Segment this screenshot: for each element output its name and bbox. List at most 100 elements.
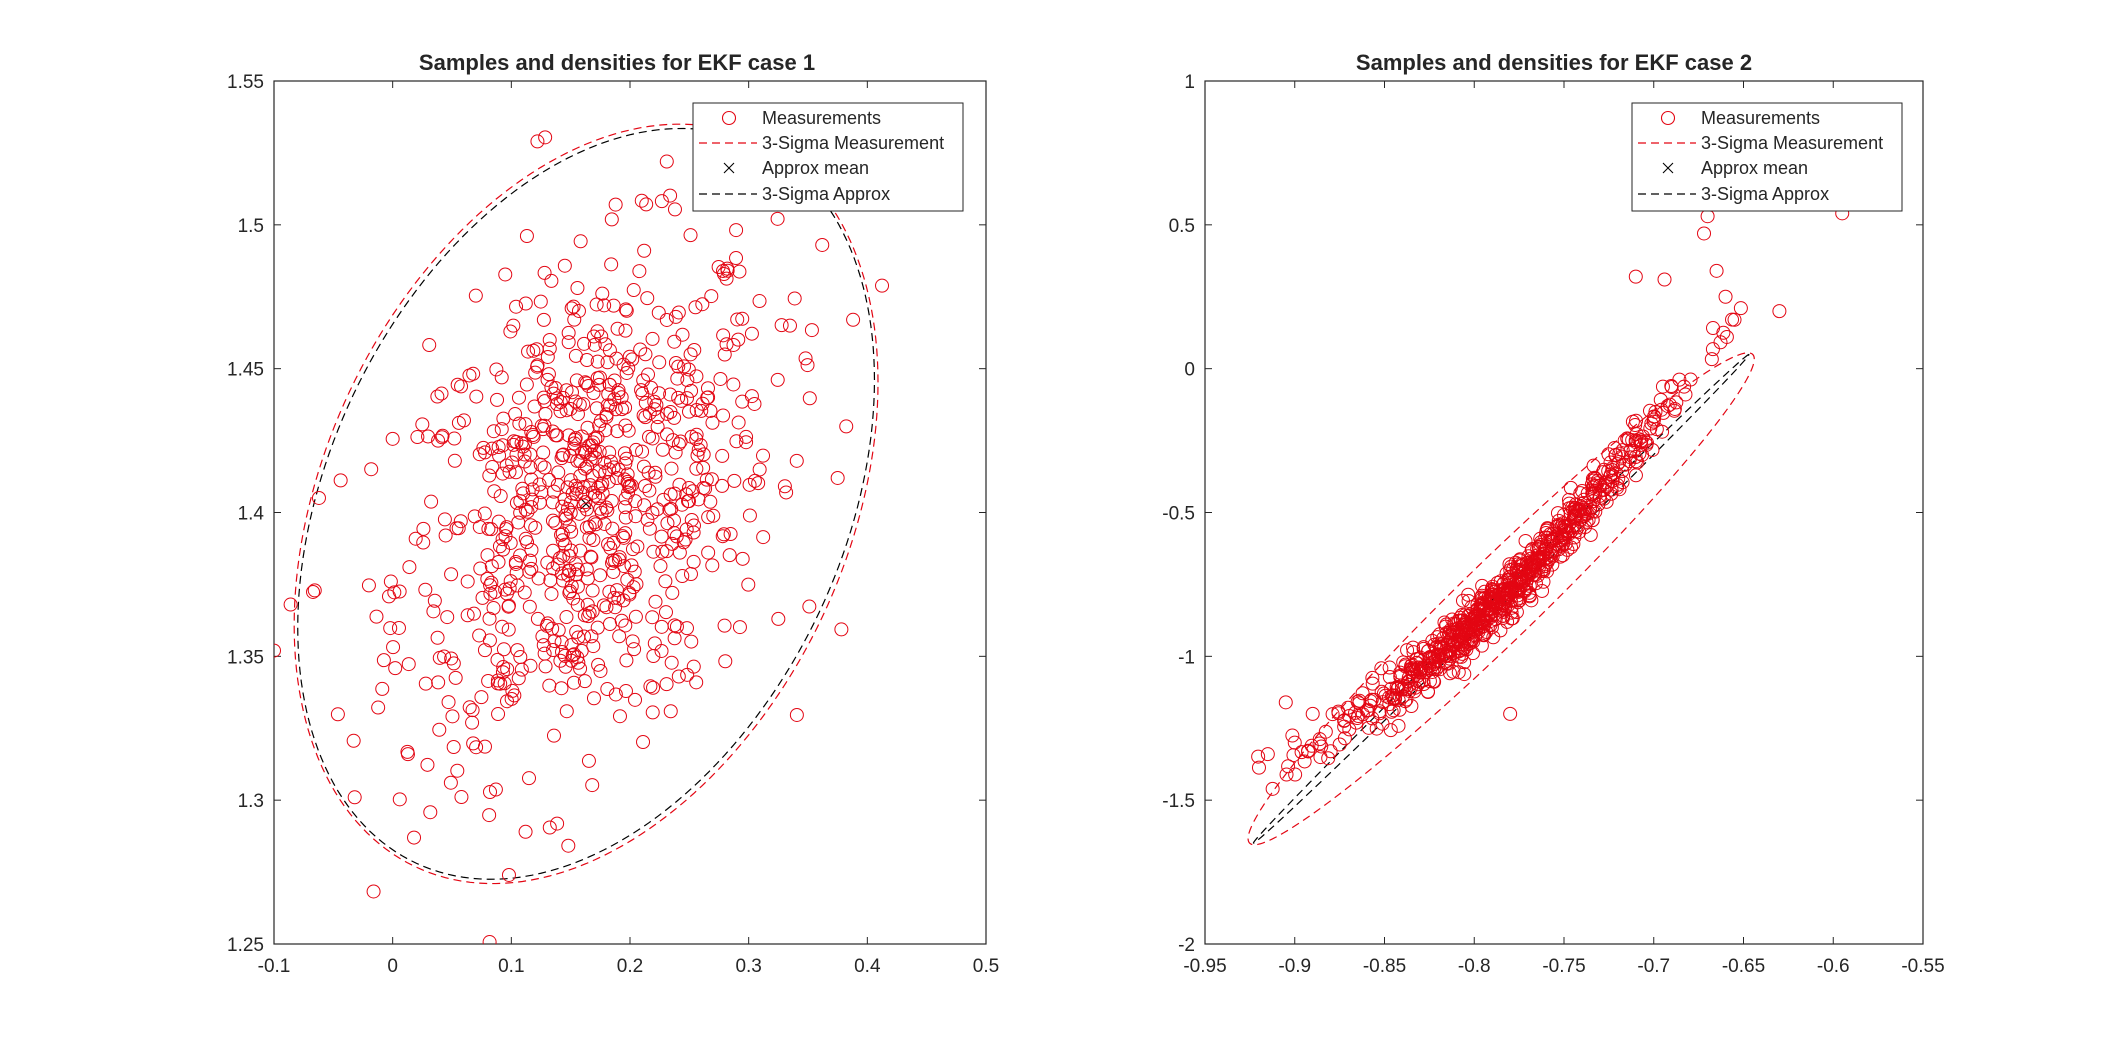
measurement-point (571, 303, 586, 318)
measurement-point (729, 251, 744, 266)
measurement-point (472, 519, 487, 534)
measurement-point (653, 559, 668, 574)
measurement-point (1382, 669, 1397, 684)
measurement-point (469, 389, 484, 404)
measurement-point (385, 431, 400, 446)
measurement-point (501, 622, 516, 637)
measurement-point (570, 280, 585, 295)
y-tick-label: 1.55 (227, 72, 264, 93)
measurement-point (652, 386, 667, 401)
measurement-point (671, 305, 686, 320)
measurement-point (423, 805, 438, 820)
measurement-point (635, 386, 650, 401)
measurement-point (376, 653, 391, 668)
measurement-point (667, 486, 682, 501)
measurement-point (664, 461, 679, 476)
measurement-point (1294, 745, 1309, 760)
measurement-point (371, 700, 386, 715)
measurement-point (538, 130, 553, 145)
measurement-point (618, 684, 633, 699)
measurement-point (480, 571, 495, 586)
measurement-point (690, 448, 705, 463)
measurement-point (488, 782, 503, 797)
measurement-point (684, 634, 699, 649)
measurement-point (497, 676, 512, 691)
measurement-point (505, 683, 520, 698)
measurement-point (407, 830, 422, 845)
axes-title: Samples and densities for EKF case 2 (1356, 50, 1752, 75)
measurement-point (752, 294, 767, 309)
measurement-point (454, 379, 469, 394)
measurement-point (719, 271, 734, 286)
measurement-point (550, 816, 565, 831)
measurement-point (472, 447, 487, 462)
measurement-point (1612, 482, 1627, 497)
measurement-point (1483, 613, 1498, 628)
measurement-point (518, 417, 533, 432)
measurement-point (663, 704, 678, 719)
measurement-point (513, 505, 528, 520)
measurement-point (663, 387, 678, 402)
measurement-point (1382, 660, 1397, 675)
measurement-point (1596, 491, 1611, 506)
measurement-point (511, 671, 526, 686)
measurement-point (491, 707, 506, 722)
measurement-point (582, 531, 597, 546)
ellipse-3sigma-measurement (293, 123, 879, 885)
measurement-point (648, 465, 663, 480)
measurement-point (1591, 497, 1606, 512)
measurement-point (577, 629, 592, 644)
measurement-point (628, 494, 643, 509)
measurement-point (636, 459, 651, 474)
measurement-point (486, 424, 501, 439)
measurement-point (585, 468, 600, 483)
x-tick-label: 0.1 (498, 956, 524, 977)
measurement-point (604, 212, 619, 227)
measurement-point (1402, 683, 1417, 698)
measurement-point (705, 558, 720, 573)
measurement-point (400, 744, 415, 759)
measurement-point (639, 197, 654, 212)
measurement-point (723, 527, 738, 542)
measurement-point (600, 682, 615, 697)
measurement-point (525, 482, 540, 497)
measurement-point (1348, 705, 1363, 720)
measurement-point (640, 512, 655, 527)
measurement-point (669, 619, 684, 634)
measurement-point (665, 585, 680, 600)
measurement-point (1476, 595, 1491, 610)
measurement-point (802, 599, 817, 614)
measurement-point (612, 629, 627, 644)
measurement-point (735, 551, 750, 566)
measurement-point (642, 429, 657, 444)
measurement-point (1697, 226, 1712, 241)
measurement-point (1288, 767, 1303, 782)
y-tick-label: 1 (1184, 72, 1195, 93)
measurement-point (1331, 706, 1346, 721)
measurement-point (1427, 674, 1442, 689)
measurement-point (600, 398, 615, 413)
measurement-point (590, 324, 605, 339)
measurement-point (717, 618, 732, 633)
measurement-point (446, 739, 461, 754)
measurement-point (1486, 584, 1501, 599)
measurement-point (511, 390, 526, 405)
measurement-point (509, 447, 524, 462)
measurement-point (568, 478, 583, 493)
measurement-point (533, 294, 548, 309)
measurement-point (650, 419, 665, 434)
measurement-point (578, 375, 593, 390)
measurement-point (555, 566, 570, 581)
measurement-point (492, 539, 507, 554)
measurement-point (435, 428, 450, 443)
measurement-point (1378, 688, 1393, 703)
measurement-point (789, 707, 804, 722)
measurement-point (1473, 603, 1488, 618)
measurement-point (1439, 656, 1454, 671)
measurement-point (1727, 312, 1742, 327)
measurement-point (717, 347, 732, 362)
measurement-point (588, 517, 603, 532)
measurement-point (496, 660, 511, 675)
measurement-point (484, 575, 499, 590)
measurement-point (1564, 523, 1579, 538)
